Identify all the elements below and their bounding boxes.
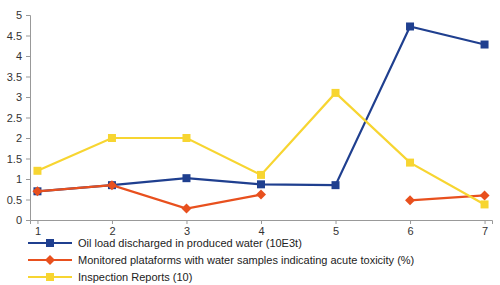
- y-axis-line: [26, 16, 31, 221]
- y-tick-label: 4.5: [7, 30, 22, 42]
- series-marker: [108, 134, 116, 142]
- series-marker: [332, 89, 340, 97]
- series-marker: [32, 186, 42, 196]
- y-tick-mark: [26, 220, 30, 221]
- y-tick-mark: [26, 200, 30, 201]
- series-marker: [33, 187, 41, 195]
- y-tick-mark: [26, 56, 30, 57]
- y-tick: 5: [16, 9, 30, 21]
- series-marker: [108, 181, 116, 189]
- series-marker: [480, 190, 490, 200]
- y-tick: 1.5: [7, 153, 30, 165]
- series-marker: [107, 180, 117, 190]
- chart: 0 0.5 1 1.5 2 2.5 3 3.5 4 4.5 5 1 2 3 4 5 6 7 Oil load dis…: [0, 0, 500, 285]
- y-tick: 3: [16, 91, 30, 103]
- y-tick-mark: [26, 97, 30, 98]
- y-tick-mark: [26, 36, 30, 37]
- legend-label: Oil load discharged in produced water (1…: [78, 237, 302, 249]
- legend-entry: Monitored plataforms with water samples …: [28, 254, 414, 266]
- y-tick: 2.5: [7, 112, 30, 124]
- x-tick: 2: [109, 220, 115, 237]
- x-tick-mark: [485, 220, 486, 224]
- x-tick: 5: [333, 220, 339, 237]
- y-tick: 2: [16, 132, 30, 144]
- series-marker: [256, 190, 266, 200]
- series-marker: [182, 134, 190, 142]
- x-tick-label: 7: [482, 225, 488, 237]
- series-marker: [481, 41, 489, 49]
- legend-entry: Inspection Reports (10): [28, 271, 192, 283]
- x-tick-mark: [186, 220, 187, 224]
- series-marker: [406, 22, 414, 30]
- y-tick-label: 2: [16, 132, 22, 144]
- y-tick-label: 1: [16, 173, 22, 185]
- series-marker: [257, 180, 265, 188]
- y-tick: 0.5: [7, 194, 30, 206]
- legend-marker: [45, 255, 55, 265]
- legend-label: Monitored plataforms with water samples …: [78, 254, 414, 266]
- y-tick-mark: [26, 138, 30, 139]
- x-tick: 7: [482, 220, 488, 237]
- x-axis-line: [31, 221, 493, 225]
- y-tick: 4: [16, 50, 30, 62]
- series-marker: [257, 171, 265, 179]
- x-tick-label: 5: [333, 225, 339, 237]
- x-tick-mark: [410, 220, 411, 224]
- legend-marker: [46, 273, 54, 281]
- x-tick: 4: [258, 220, 264, 237]
- y-tick-label: 3.5: [7, 71, 22, 83]
- y-tick-mark: [26, 179, 30, 180]
- x-axis: 1 2 3 4 5 6 7: [31, 220, 493, 237]
- series-marker: [481, 200, 489, 208]
- y-tick-label: 5: [16, 9, 22, 21]
- x-tick: 6: [407, 220, 413, 237]
- x-tick-label: 4: [258, 225, 264, 237]
- y-axis: 0 0.5 1 1.5 2 2.5 3 3.5 4 4.5 5: [7, 9, 31, 226]
- plot-area: [32, 22, 489, 213]
- legend-marker: [46, 239, 54, 247]
- series-marker: [405, 195, 415, 205]
- x-tick: 1: [35, 220, 41, 237]
- x-tick-label: 3: [184, 225, 190, 237]
- y-tick-mark: [26, 159, 30, 160]
- y-tick: 4.5: [7, 30, 30, 42]
- y-tick: 0: [16, 214, 30, 226]
- y-tick-mark: [26, 77, 30, 78]
- x-tick-label: 1: [35, 225, 41, 237]
- series-marker: [181, 204, 191, 214]
- legend-label: Inspection Reports (10): [78, 271, 192, 283]
- series-marker: [406, 159, 414, 167]
- series-marker: [332, 181, 340, 189]
- y-tick-label: 3: [16, 91, 22, 103]
- y-tick-mark: [26, 15, 30, 16]
- y-tick-label: 0.5: [7, 194, 22, 206]
- series-marker: [182, 174, 190, 182]
- y-tick-label: 1.5: [7, 153, 22, 165]
- x-tick-mark: [112, 220, 113, 224]
- x-tick-mark: [37, 220, 38, 224]
- series-line: [37, 93, 484, 205]
- y-tick-mark: [26, 118, 30, 119]
- y-tick-label: 2.5: [7, 112, 22, 124]
- x-tick: 3: [184, 220, 190, 237]
- y-tick-label: 0: [16, 214, 22, 226]
- y-tick-label: 4: [16, 50, 22, 62]
- y-tick: 3.5: [7, 71, 30, 83]
- x-tick-mark: [336, 220, 337, 224]
- y-tick: 1: [16, 173, 30, 185]
- x-tick-mark: [261, 220, 262, 224]
- legend: Oil load discharged in produced water (1…: [28, 237, 414, 283]
- series-line: [37, 185, 484, 208]
- series-marker: [33, 167, 41, 175]
- x-tick-label: 6: [407, 225, 413, 237]
- legend-entry: Oil load discharged in produced water (1…: [28, 237, 302, 249]
- x-tick-label: 2: [109, 225, 115, 237]
